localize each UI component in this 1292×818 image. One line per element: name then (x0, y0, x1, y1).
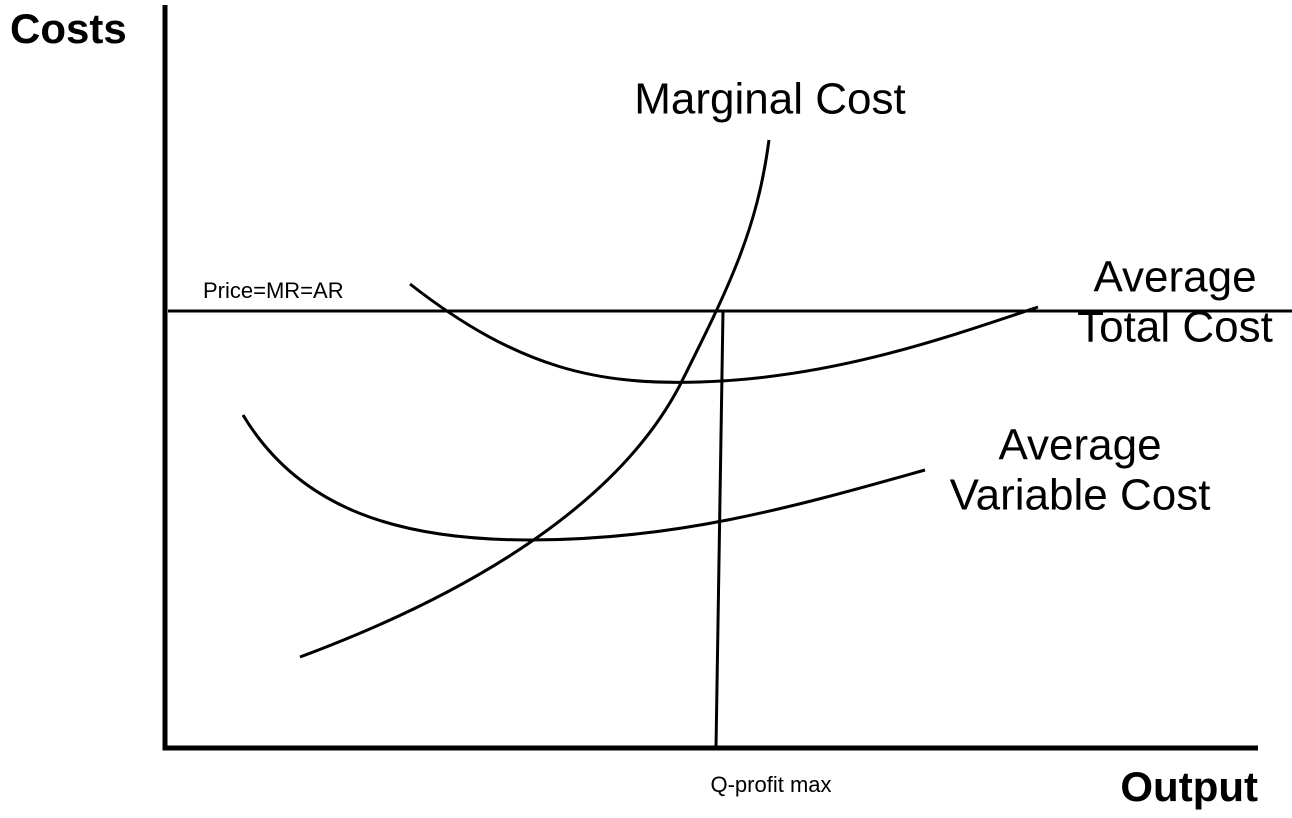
quantity-line (714, 310, 725, 749)
quantity-label: Q-profit max (710, 772, 831, 797)
mc-curve (299, 139, 771, 659)
axes (162, 5, 1258, 751)
mc-label: Marginal Cost (634, 75, 905, 124)
x-axis-label: Output (1120, 763, 1258, 810)
atc-curve (409, 282, 1039, 384)
avc-label: Variable Cost (950, 471, 1211, 520)
avc-curve (241, 414, 926, 542)
avc-label: Average (998, 421, 1161, 470)
atc-label: Total Cost (1077, 303, 1273, 352)
y-axis-label: Costs (10, 5, 127, 52)
atc-label: Average (1093, 253, 1256, 302)
price-label: Price=MR=AR (203, 278, 344, 303)
